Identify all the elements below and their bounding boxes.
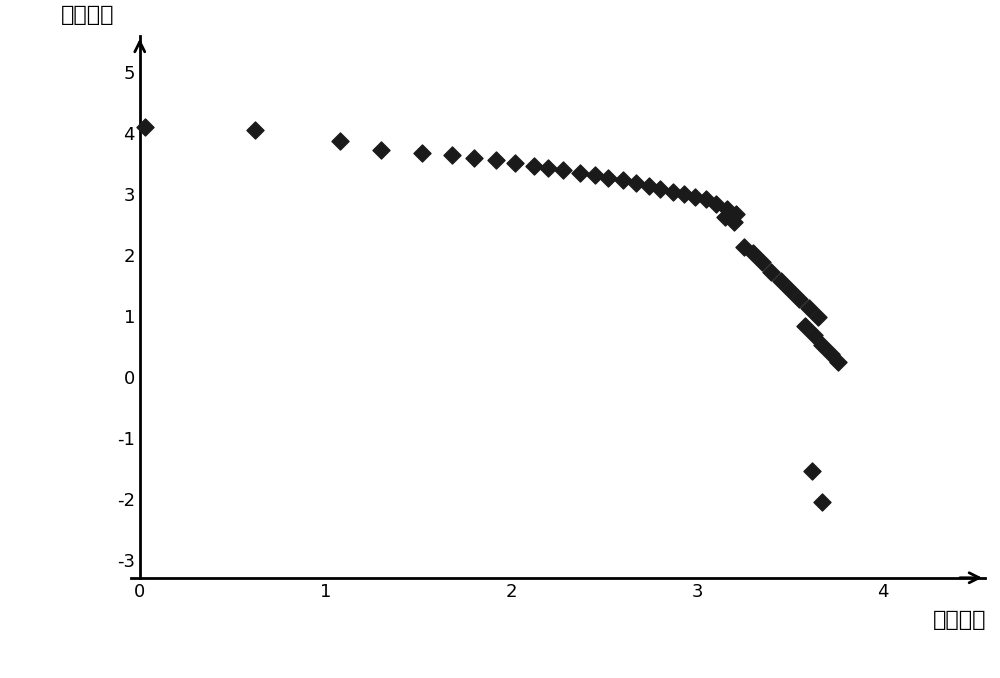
Point: [540, 163, 556, 174]
Point: [728, 208, 744, 219]
Point: [665, 186, 681, 197]
Point: [332, 135, 348, 146]
Point: [466, 153, 482, 163]
Point: [763, 266, 779, 277]
Point: [830, 357, 846, 367]
Point: [804, 466, 820, 477]
Point: [745, 248, 761, 259]
Point: [587, 170, 603, 181]
Point: [137, 122, 153, 133]
Point: [600, 172, 616, 183]
Point: [717, 212, 733, 223]
Point: [810, 312, 826, 323]
Point: [615, 175, 631, 186]
Point: [687, 191, 703, 202]
Point: [698, 194, 714, 205]
Point: [676, 188, 692, 199]
Point: [726, 217, 742, 228]
Point: [708, 199, 724, 210]
Point: [507, 158, 523, 169]
Point: [555, 165, 571, 176]
Point: [782, 284, 798, 295]
Point: [754, 257, 770, 268]
Point: [488, 155, 504, 165]
Point: [641, 180, 657, 191]
Point: [801, 302, 817, 313]
Point: [773, 275, 789, 286]
Point: [526, 160, 542, 171]
Point: [373, 145, 389, 156]
Point: [572, 167, 588, 178]
Point: [652, 183, 668, 194]
Point: [814, 339, 830, 350]
Y-axis label: 油藏规模: 油藏规模: [61, 5, 115, 25]
Point: [719, 203, 735, 214]
Point: [736, 242, 752, 253]
Point: [814, 496, 830, 507]
X-axis label: 油藏序号: 油藏序号: [933, 610, 986, 631]
Point: [414, 147, 430, 158]
Point: [791, 294, 807, 304]
Point: [628, 177, 644, 188]
Point: [797, 320, 813, 331]
Point: [823, 348, 839, 359]
Point: [806, 330, 822, 341]
Point: [444, 150, 460, 161]
Point: [247, 125, 263, 136]
